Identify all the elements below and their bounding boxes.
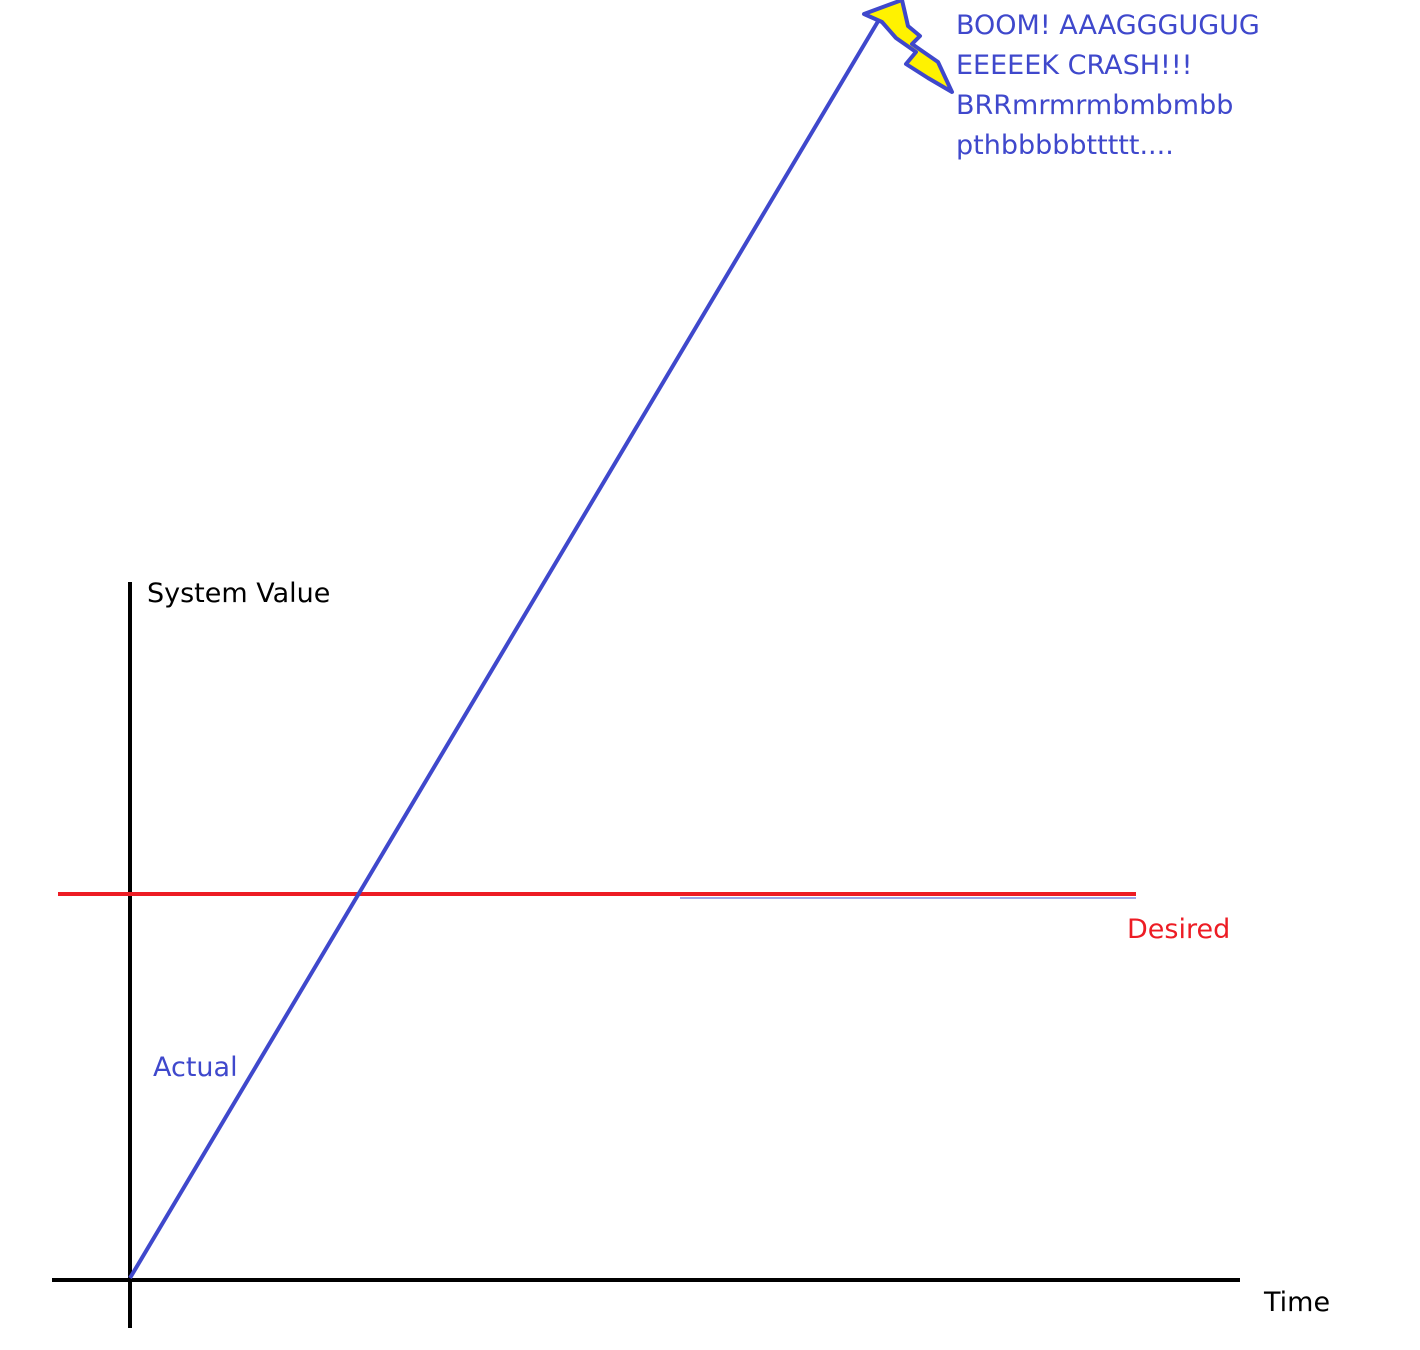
crash-text-line: BOOM! AAAGGGUGUG [956, 10, 1260, 41]
y-axis-label: System Value [147, 578, 331, 609]
crash-text-block: BOOM! AAAGGGUGUG EEEEEK CRASH!!! BRRmrmr… [956, 6, 1260, 166]
crash-text-line: BRRmrmrmbmbmbb [956, 90, 1234, 121]
actual-label: Actual [153, 1052, 238, 1083]
crash-text-line: EEEEEK CRASH!!! [956, 50, 1193, 81]
crash-text-line: pthbbbbbttttt.... [956, 130, 1174, 161]
lightning-bolt-icon [862, 0, 954, 94]
desired-label: Desired [1127, 914, 1231, 945]
actual-line [128, 16, 882, 1280]
x-axis-label: Time [1264, 1287, 1331, 1318]
